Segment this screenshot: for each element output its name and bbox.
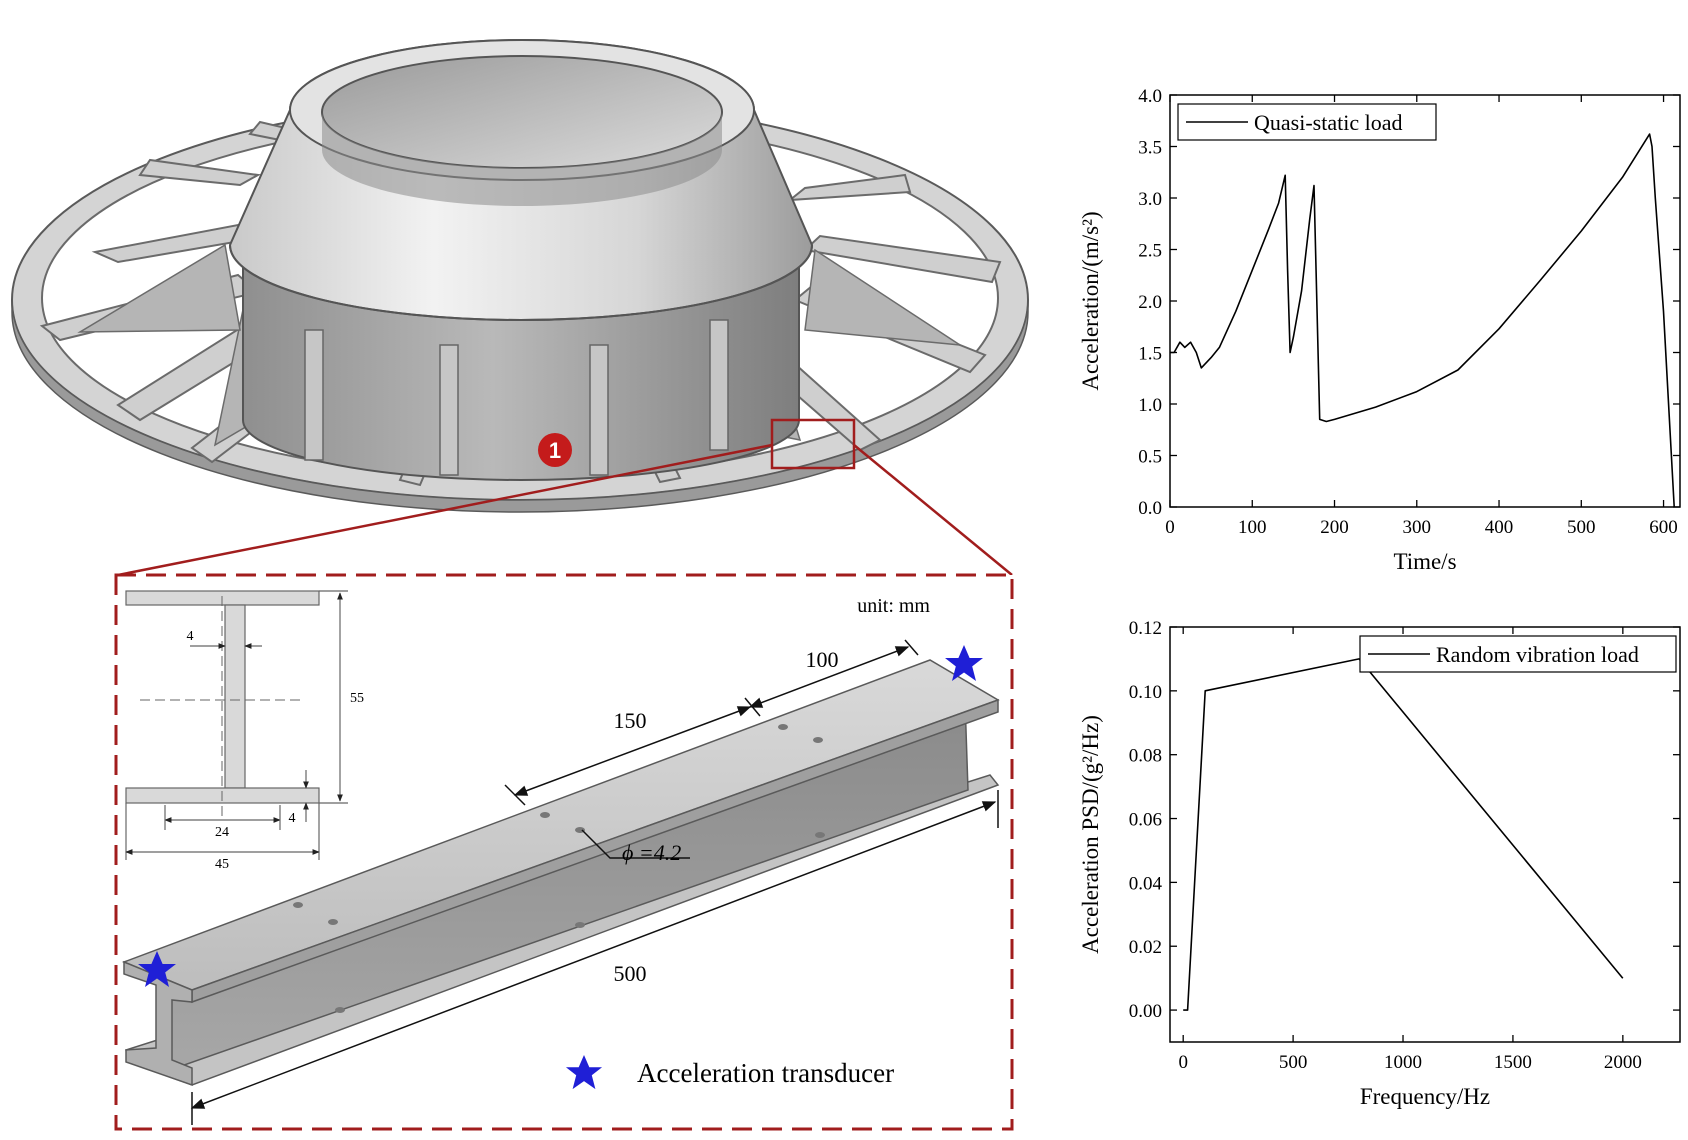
y-tick-label: 1.5 — [1138, 344, 1162, 365]
y-tick-label: 0.00 — [1129, 1001, 1162, 1022]
y-axis-title: Acceleration PSD/(g²/Hz) — [1078, 715, 1103, 954]
x-tick-label: 300 — [1403, 517, 1432, 538]
star-icon — [138, 951, 176, 987]
x-tick-label: 100 — [1238, 517, 1267, 538]
x-tick-label: 500 — [1279, 1052, 1308, 1073]
beam-dimensions — [190, 639, 999, 1125]
cross-section-drawing — [125, 590, 348, 860]
series-line — [1170, 133, 1675, 508]
cs-total-width: 45 — [215, 857, 229, 872]
y-tick-label: 3.0 — [1138, 189, 1162, 210]
star-icon — [945, 645, 983, 681]
x-tick-label: 0 — [1178, 1052, 1188, 1073]
x-axis-title: Time/s — [1393, 549, 1456, 574]
x-tick-label: 400 — [1485, 517, 1514, 538]
unit-label: unit: mm — [857, 595, 930, 617]
y-tick-label: 3.5 — [1138, 138, 1162, 159]
zoom-line-right — [853, 444, 1013, 576]
star-icon — [565, 1054, 603, 1090]
y-tick-label: 0.5 — [1138, 447, 1162, 468]
plot-frame — [1169, 626, 1681, 1043]
transducer-legend-label: Acceleration transducer — [637, 1058, 894, 1088]
callout-number: 1 — [549, 438, 561, 463]
inner-wall — [322, 112, 722, 206]
quasi-static-chart: 0 100 200 300 400 500 600 0.0 0.5 1.0 1.5 2.0 2.5 3.0… — [1078, 86, 1681, 574]
plot-frame — [1169, 94, 1681, 508]
x-tick-label: 500 — [1567, 517, 1596, 538]
series-line — [1183, 658, 1624, 1011]
y-tick-label: 0.0 — [1138, 498, 1162, 519]
y-tick-label: 0.12 — [1129, 618, 1162, 639]
y-tick-label: 0.06 — [1129, 810, 1162, 831]
x-tick-label: 0 — [1165, 517, 1175, 538]
y-tick-label: 4.0 — [1138, 86, 1162, 107]
y-axis-title: Acceleration/(m/s²) — [1078, 211, 1103, 390]
zoom-line-left — [117, 443, 773, 577]
y-tick-label: 0.04 — [1129, 873, 1163, 894]
dim-100: 100 — [806, 647, 839, 672]
structure-model: 1 — [11, 39, 1029, 513]
x-tick-label: 1000 — [1384, 1052, 1422, 1073]
x-tick-label: 200 — [1320, 517, 1349, 538]
y-tick-label: 0.02 — [1129, 937, 1162, 958]
outer-ring-front-face — [11, 299, 1029, 513]
hole-diameter-label: ϕ =4.2 — [622, 840, 681, 865]
cs-height: 55 — [350, 691, 364, 706]
cylinder-ribs — [304, 319, 729, 476]
y-tick-label: 2.0 — [1138, 292, 1162, 313]
x-tick-label: 2000 — [1604, 1052, 1642, 1073]
transducer-stars — [138, 645, 983, 1090]
y-tick-label: 0.08 — [1129, 746, 1162, 767]
y-tick-label: 0.10 — [1129, 682, 1162, 703]
x-tick-label: 600 — [1649, 517, 1678, 538]
dim-150: 150 — [614, 708, 647, 733]
x-axis-title: Frequency/Hz — [1360, 1084, 1490, 1109]
y-tick-label: 2.5 — [1138, 241, 1162, 262]
top-opening — [321, 55, 723, 169]
cs-flange-thickness: 4 — [289, 811, 296, 826]
y-tick-label: 1.0 — [1138, 395, 1162, 416]
legend-label: Random vibration load — [1436, 642, 1639, 667]
dim-500: 500 — [614, 961, 647, 986]
cone-base-edge — [229, 244, 813, 321]
cs-inner-width: 24 — [215, 825, 229, 840]
detail-highlight-box — [770, 418, 856, 470]
cs-web-thickness: 4 — [187, 629, 194, 644]
legend-label: Quasi-static load — [1254, 110, 1402, 135]
x-tick-label: 1500 — [1494, 1052, 1532, 1073]
random-vibration-chart: 0 500 1000 1500 2000 0.00 0.02 0.04 0.06 0.08 0.10… — [1078, 618, 1681, 1109]
callout-marker — [538, 433, 572, 467]
